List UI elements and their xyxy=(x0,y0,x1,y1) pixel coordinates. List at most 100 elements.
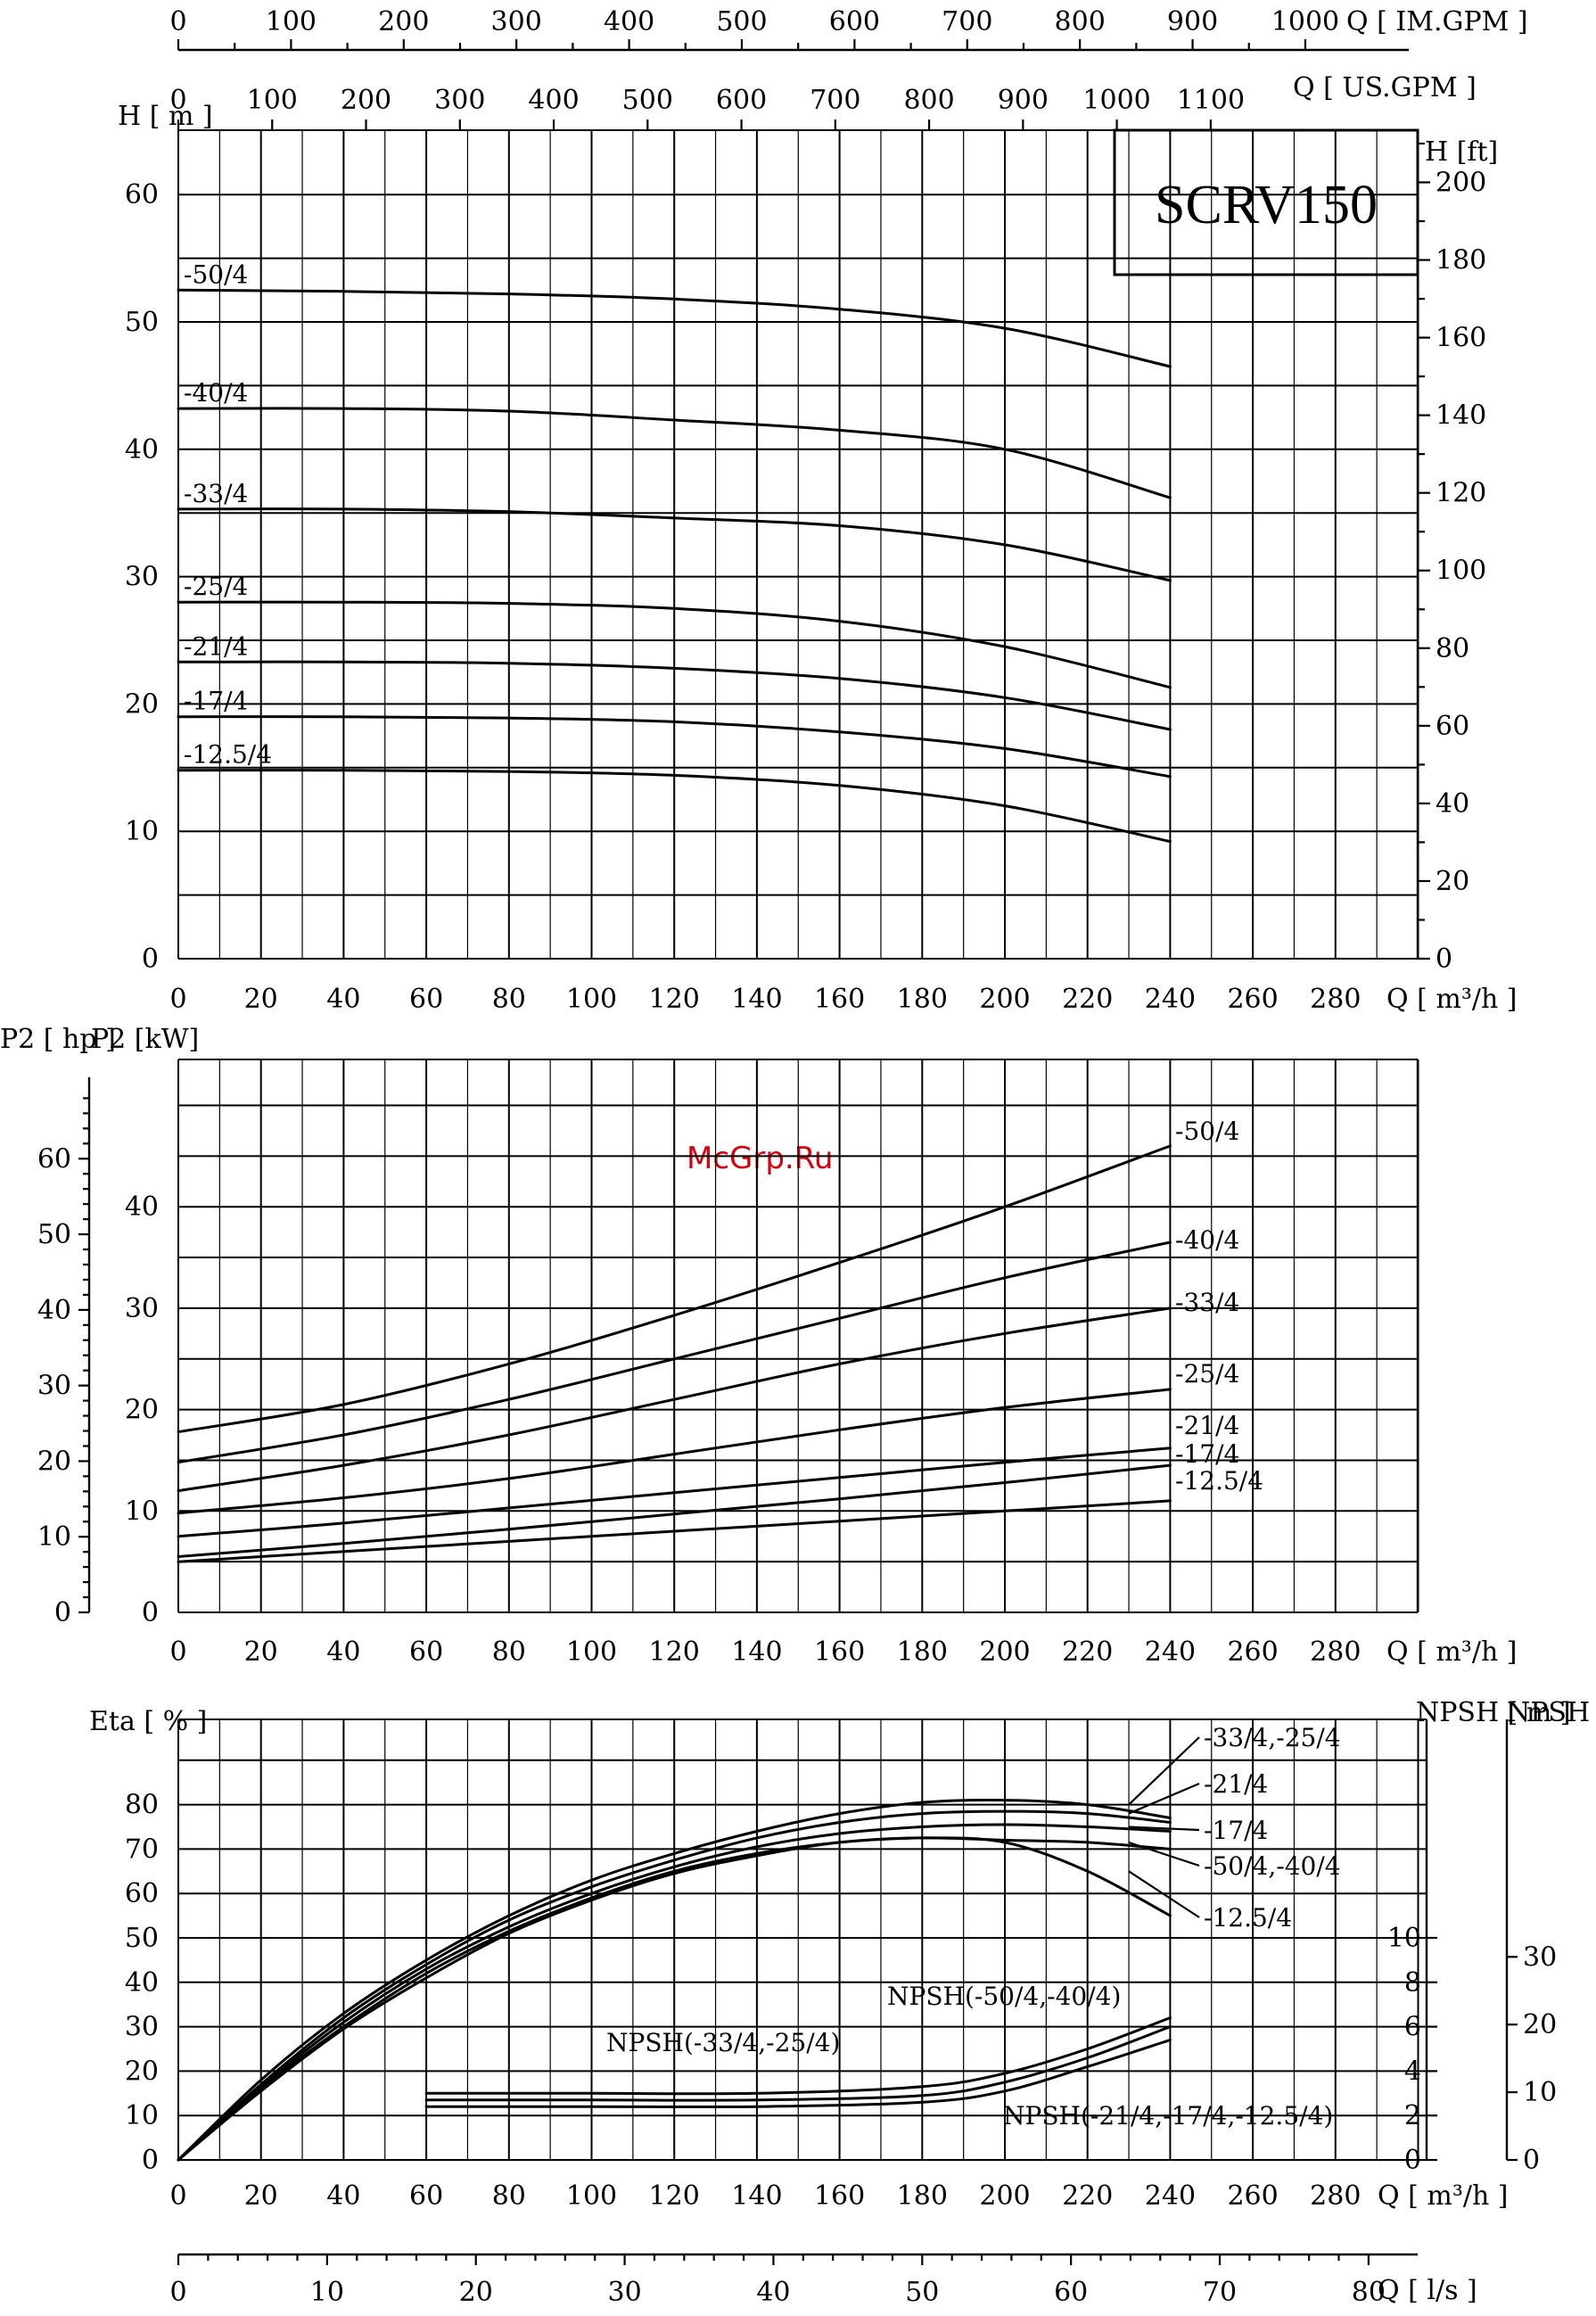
eta-curve xyxy=(177,1809,1172,2162)
head-x-tick-label: 240 xyxy=(1145,984,1196,1015)
npsh-curve xyxy=(424,2039,1172,2109)
power-x-tick-label: 180 xyxy=(897,1636,948,1668)
head-y-tick-label: 50 xyxy=(125,307,159,338)
im-gpm-tick-label: 1000 xyxy=(1271,6,1339,37)
im-gpm-tick-label: 700 xyxy=(942,6,992,37)
eta-x-tick-label: 20 xyxy=(244,2180,278,2212)
im-gpm-tick-label: 200 xyxy=(378,6,429,37)
eta-x-tick-label: 200 xyxy=(979,2180,1030,2212)
power-curve xyxy=(177,1463,1172,1558)
eta-x-tick-label: 260 xyxy=(1227,2180,1278,2212)
us-gpm-tick-label: 300 xyxy=(434,85,485,116)
npsh-ft-tick-label: 30 xyxy=(1523,1941,1557,1973)
eta-x-tick-label: 0 xyxy=(169,2180,186,2212)
eta-y-tick-label: 80 xyxy=(125,1790,159,1821)
head-ft-tick-label: 40 xyxy=(1436,788,1469,820)
npsh-ft-tick-label: 10 xyxy=(1523,2077,1557,2108)
power-curve xyxy=(177,1144,1172,1434)
npsh-m-tick-label: 10 xyxy=(1387,1923,1421,1954)
us-gpm-tick-label: 100 xyxy=(247,85,298,116)
power-series-label: -21/4 xyxy=(1175,1411,1239,1440)
us-gpm-tick-label: 200 xyxy=(341,85,391,116)
head-curve xyxy=(177,660,1172,731)
head-series-label: -17/4 xyxy=(184,687,248,716)
power-x-tick-label: 40 xyxy=(326,1636,360,1668)
im-gpm-tick-label: 600 xyxy=(829,6,880,37)
power-curve xyxy=(177,1240,1172,1464)
power-series-label: -25/4 xyxy=(1175,1359,1239,1389)
power-hp-tick-label: 60 xyxy=(37,1143,71,1174)
head-curve xyxy=(177,407,1172,499)
eta-label-leader xyxy=(1128,1841,1200,1867)
head-series-label: -50/4 xyxy=(184,260,248,289)
power-ylabel-hp: P2 [ hp ] xyxy=(0,1024,116,1055)
npsh-ft-tick-label: 20 xyxy=(1523,2009,1557,2040)
npsh-m-tick-label: 4 xyxy=(1404,2056,1421,2087)
power-x-tick-label: 20 xyxy=(244,1636,278,1668)
im-gpm-tick-label: 500 xyxy=(716,6,767,37)
head-x-tick-label: 120 xyxy=(649,984,700,1015)
head-x-tick-label: 260 xyxy=(1227,984,1278,1015)
head-ft-tick-label: 60 xyxy=(1436,711,1469,742)
ls-tick-label: 60 xyxy=(1054,2277,1088,2308)
head-x-tick-label: 180 xyxy=(897,984,948,1015)
ls-axis-label: Q [ l/s ] xyxy=(1378,2275,1477,2306)
power-x-tick-label: 160 xyxy=(814,1636,865,1668)
us-gpm-tick-label: 800 xyxy=(903,85,954,116)
eta-x-tick-label: 100 xyxy=(566,2180,617,2212)
us-gpm-tick-label: 400 xyxy=(528,85,579,116)
title-box xyxy=(1113,128,1419,276)
head-ft-tick-label: 180 xyxy=(1436,245,1486,276)
eta-y-tick-label: 40 xyxy=(125,1967,159,1999)
ls-tick-label: 70 xyxy=(1203,2277,1237,2308)
eta-y-tick-label: 10 xyxy=(125,2100,159,2131)
ls-tick-label: 40 xyxy=(756,2277,790,2308)
eta-x-tick-label: 60 xyxy=(409,2180,443,2212)
head-curve xyxy=(177,769,1172,844)
head-ft-tick-label: 140 xyxy=(1436,400,1486,432)
head-x-tick-label: 20 xyxy=(244,984,278,1015)
power-x-tick-label: 140 xyxy=(731,1636,782,1668)
power-hp-tick-label: 0 xyxy=(54,1597,71,1628)
eta-y-tick-label: 70 xyxy=(125,1834,159,1865)
power-ylabel: P2 [kW] xyxy=(91,1024,199,1055)
power-series-label: -17/4 xyxy=(1175,1439,1239,1469)
im-gpm-tick-label: 900 xyxy=(1167,6,1218,37)
eta-series-label: -33/4,-25/4 xyxy=(1204,1723,1341,1752)
head-y-tick-label: 60 xyxy=(125,179,159,210)
head-ft-tick-label: 160 xyxy=(1436,323,1486,354)
eta-label-leader xyxy=(1128,1736,1200,1806)
im-gpm-tick-label: 300 xyxy=(491,6,542,37)
head-y-tick-label: 0 xyxy=(142,944,159,975)
power-curve xyxy=(177,1388,1172,1515)
head-x-tick-label: 100 xyxy=(566,984,617,1015)
power-hp-tick-label: 40 xyxy=(37,1295,71,1326)
head-x-tick-label: 80 xyxy=(492,984,526,1015)
power-series-label: -12.5/4 xyxy=(1175,1466,1263,1496)
eta-curve xyxy=(177,1836,1172,2162)
eta-series-label: -17/4 xyxy=(1204,1816,1268,1845)
head-y-tick-label: 30 xyxy=(125,562,159,593)
head-curve xyxy=(177,288,1172,368)
power-hp-tick-label: 20 xyxy=(37,1446,71,1477)
eta-y-tick-label: 60 xyxy=(125,1878,159,1909)
head-ylabel-right: H [ft] xyxy=(1425,136,1498,168)
eta-x-tick-label: 120 xyxy=(649,2180,700,2212)
eta-label-leader xyxy=(1128,1870,1200,1918)
eta-label-leader xyxy=(1129,1826,1200,1832)
power-hp-tick-label: 10 xyxy=(37,1521,71,1553)
power-curve xyxy=(177,1306,1172,1493)
power-curve xyxy=(177,1499,1172,1563)
eta-x-tick-label: 140 xyxy=(731,2180,782,2212)
head-curve xyxy=(177,600,1172,689)
power-hp-tick-label: 30 xyxy=(37,1371,71,1402)
ls-tick-label: 50 xyxy=(905,2277,939,2308)
npsh-series-label: NPSH(-21/4,-17/4,-12.5/4) xyxy=(1003,2101,1333,2131)
us-gpm-tick-label: 0 xyxy=(169,85,186,116)
power-kw-tick-label: 20 xyxy=(125,1395,159,1426)
npsh-curve xyxy=(424,2016,1172,2096)
power-xlabel: Q [ m³/h ] xyxy=(1386,1636,1518,1668)
